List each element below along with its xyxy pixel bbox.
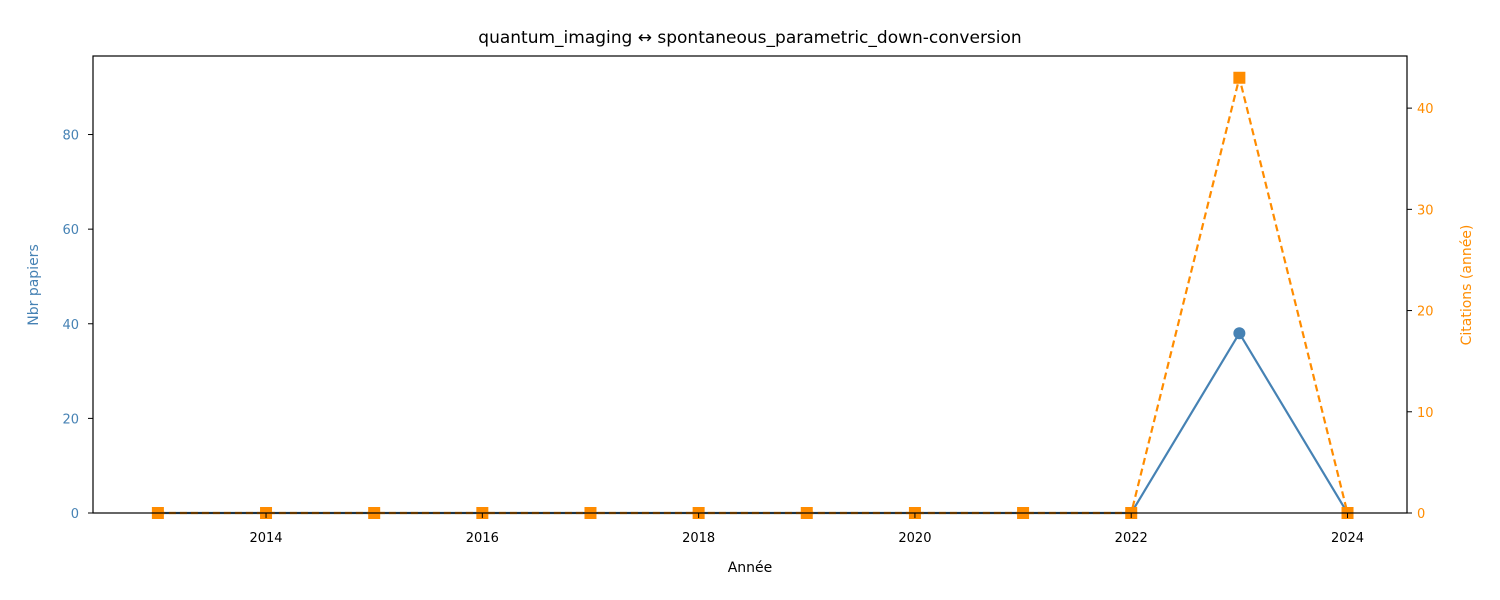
y-left-tick-label: 20 [62, 412, 79, 427]
y-right-tick-label: 20 [1417, 305, 1434, 320]
y-right-tick-label: 0 [1417, 507, 1425, 522]
x-tick-label: 2022 [1115, 531, 1148, 546]
y-left-tick-label: 60 [62, 223, 79, 238]
y-left-tick-label: 80 [62, 129, 79, 144]
x-tick-label: 2014 [249, 531, 282, 546]
series-papers-point [1233, 327, 1246, 340]
x-tick-label: 2024 [1331, 531, 1364, 546]
x-axis-label: Année [728, 560, 773, 576]
plot-frame [92, 55, 1408, 514]
y-left-tick-label: 0 [71, 507, 79, 522]
x-tick-label: 2016 [466, 531, 499, 546]
series-citations-point [1233, 71, 1246, 84]
y-right-tick-label: 10 [1417, 406, 1434, 421]
chart-title: quantum_imaging ↔ spontaneous_parametric… [478, 28, 1021, 48]
y-right-tick-label: 30 [1417, 203, 1434, 218]
y-right-tick-label: 40 [1417, 102, 1434, 117]
ticks-layer: 2014 2016 2018 2020 2022 2024 0 20 40 60 80 0 10 20 30… [62, 102, 1433, 546]
x-tick-label: 2020 [898, 531, 931, 546]
y-axis-label-right: Citations (année) [1459, 225, 1475, 346]
y-left-tick-label: 40 [62, 318, 79, 333]
x-tick-label: 2018 [682, 531, 715, 546]
y-axis-label-left: Nbr papiers [26, 244, 42, 325]
